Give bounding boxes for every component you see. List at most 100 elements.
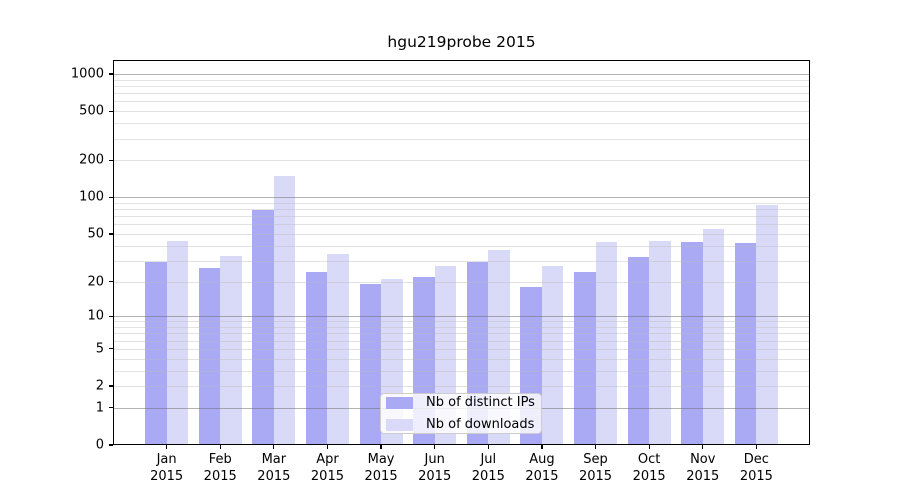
- gridline: [113, 216, 810, 218]
- bar-ips-may: [359, 284, 382, 445]
- y-tick-label: 500: [79, 103, 104, 119]
- x-tick-year: 2015: [632, 469, 666, 484]
- x-tick-label: Jan 2015: [150, 451, 183, 485]
- x-tick-year: 2015: [686, 469, 720, 484]
- x-tick-year: 2015: [150, 469, 184, 484]
- x-tick-label: Feb 2015: [204, 451, 237, 485]
- gridline: [113, 245, 810, 247]
- x-tick-month: May: [367, 452, 395, 467]
- bar-downloads-sep: [595, 241, 618, 445]
- x-tick-month: Jun: [424, 452, 445, 467]
- y-tick-mark: [109, 407, 113, 409]
- gridline: [113, 138, 810, 140]
- y-tick-mark: [109, 444, 113, 446]
- y-tick-mark: [109, 280, 113, 283]
- gridline: [113, 197, 810, 199]
- legend-label-downloads: Nb of downloads: [426, 417, 535, 432]
- x-tick-label: Aug 2015: [525, 451, 558, 485]
- gridline: [113, 358, 810, 360]
- bar-downloads-apr: [327, 254, 349, 445]
- gridline: [113, 348, 810, 350]
- x-tick-month: Apr: [316, 452, 339, 467]
- bar-ips-oct: [627, 257, 650, 445]
- y-tick-label: 1000: [70, 66, 104, 82]
- x-tick-year: 2015: [203, 469, 237, 484]
- y-tick-mark: [109, 233, 113, 235]
- y-tick-label: 5: [95, 341, 104, 357]
- x-tick-month: Mar: [261, 452, 287, 467]
- bar-downloads-mar: [273, 175, 296, 445]
- x-tick-month: Dec: [743, 452, 769, 467]
- bar-downloads-feb: [220, 255, 242, 445]
- x-tick-label: Dec 2015: [740, 451, 773, 485]
- gridline: [113, 233, 810, 235]
- x-tick-year: 2015: [739, 469, 773, 484]
- plot-area: [113, 60, 810, 445]
- x-tick-year: 2015: [418, 469, 452, 484]
- x-tick-mark: [380, 445, 382, 449]
- gridline: [113, 209, 810, 211]
- gridline: [113, 101, 810, 103]
- x-tick-mark: [702, 445, 704, 449]
- x-tick-label: May 2015: [365, 451, 398, 485]
- legend-row-ips: Nb of distinct IPs: [386, 395, 535, 410]
- x-tick-month: Sep: [583, 452, 608, 467]
- bar-downloads-oct: [649, 240, 671, 445]
- y-tick-mark: [109, 73, 113, 75]
- x-tick-label: Apr 2015: [311, 451, 344, 485]
- gridline: [113, 321, 810, 323]
- y-tick-label: 100: [79, 189, 104, 205]
- y-tick-mark: [109, 110, 113, 112]
- gridline: [113, 333, 810, 335]
- gridline: [113, 316, 810, 318]
- x-tick-label: Oct 2015: [633, 451, 666, 485]
- x-tick-mark: [219, 445, 221, 449]
- bar-ips-nov: [681, 241, 703, 445]
- x-tick-mark: [594, 445, 597, 449]
- y-tick-label: 1: [95, 400, 104, 416]
- x-tick-mark: [273, 445, 275, 449]
- x-tick-mark: [487, 445, 489, 449]
- bar-ips-feb: [198, 268, 221, 445]
- bar-downloads-jan: [166, 240, 189, 445]
- y-tick-mark: [109, 315, 113, 317]
- x-tick-year: 2015: [471, 469, 505, 484]
- chart-title: hgu219probe 2015: [387, 33, 536, 51]
- x-tick-label: Nov 2015: [686, 451, 719, 485]
- x-tick-month: Oct: [637, 452, 661, 467]
- x-tick-year: 2015: [578, 469, 613, 484]
- bar-ips-apr: [305, 272, 328, 445]
- x-tick-mark: [434, 445, 436, 449]
- bar-ips-mar: [252, 210, 274, 445]
- x-tick-label: Jul 2015: [472, 451, 505, 485]
- x-tick-mark: [755, 445, 758, 449]
- bar-ips-jan: [145, 262, 167, 445]
- bar-downloads-nov: [702, 228, 725, 445]
- x-tick-label: Sep 2015: [579, 451, 612, 485]
- bar-downloads-aug: [541, 266, 564, 445]
- gridline: [113, 281, 810, 283]
- x-tick-mark: [165, 445, 168, 449]
- x-tick-year: 2015: [364, 469, 398, 484]
- bar-downloads-dec: [756, 205, 778, 445]
- gridline: [113, 260, 810, 262]
- y-tick-mark: [109, 196, 113, 198]
- gridline: [113, 224, 810, 226]
- gridline: [113, 93, 810, 95]
- x-tick-year: 2015: [525, 469, 559, 484]
- y-tick-label: 200: [79, 152, 104, 168]
- gridline: [113, 202, 810, 204]
- bar-ips-sep: [574, 272, 596, 445]
- gridline: [113, 370, 810, 372]
- gridline: [113, 160, 810, 162]
- x-tick-month: Feb: [208, 452, 232, 467]
- gridline: [113, 74, 810, 75]
- x-tick-year: 2015: [310, 469, 344, 484]
- y-tick-mark: [109, 159, 113, 161]
- y-tick-label: 50: [87, 226, 104, 242]
- legend-swatch-downloads: [386, 418, 413, 431]
- y-tick-label: 10: [87, 308, 104, 324]
- y-tick-mark: [109, 348, 113, 350]
- y-tick-label: 0: [95, 437, 104, 453]
